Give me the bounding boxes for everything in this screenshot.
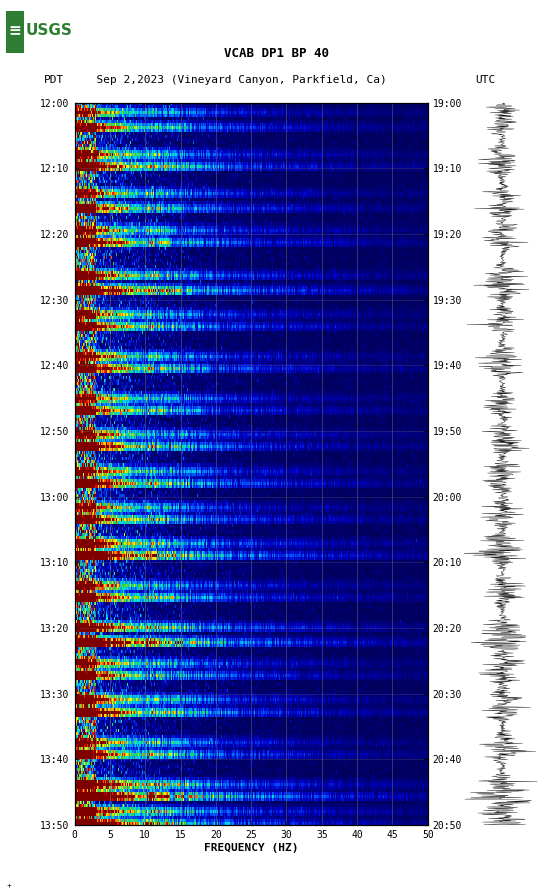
Text: USGS: USGS	[25, 23, 72, 38]
Text: PDT: PDT	[44, 75, 65, 86]
FancyBboxPatch shape	[6, 12, 24, 54]
X-axis label: FREQUENCY (HZ): FREQUENCY (HZ)	[204, 843, 299, 853]
Text: ₊: ₊	[6, 880, 12, 889]
Text: Sep 2,2023 (Vineyard Canyon, Parkfield, Ca): Sep 2,2023 (Vineyard Canyon, Parkfield, …	[83, 75, 386, 86]
Text: UTC: UTC	[476, 75, 496, 86]
Text: ≡: ≡	[8, 23, 21, 38]
Text: VCAB DP1 BP 40: VCAB DP1 BP 40	[224, 47, 328, 60]
